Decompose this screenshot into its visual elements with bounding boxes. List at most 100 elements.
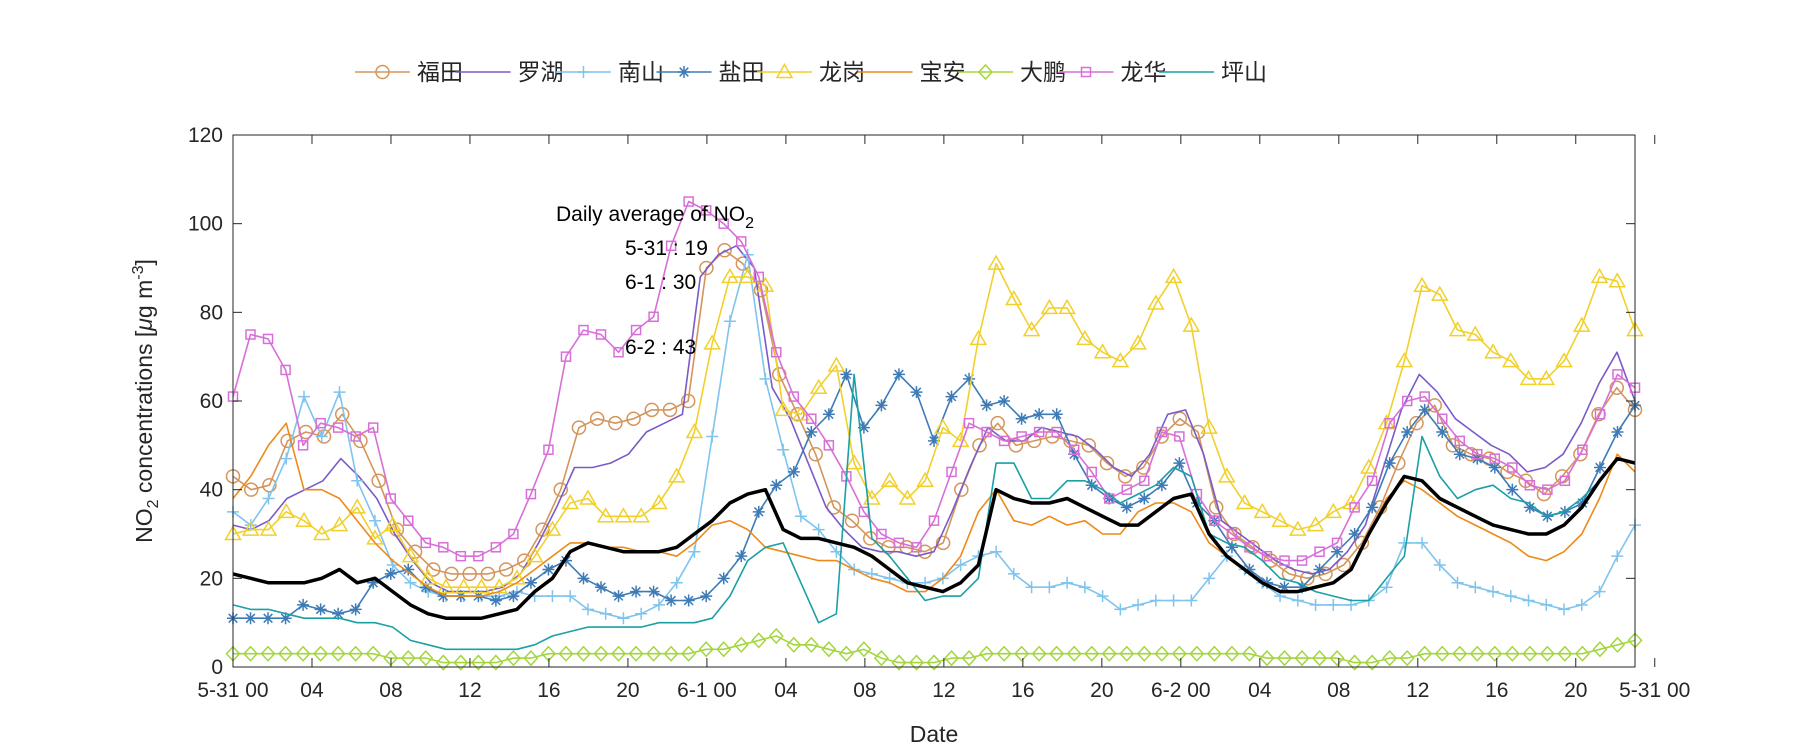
triangle-marker	[1040, 298, 1059, 315]
star-marker	[682, 594, 695, 607]
diamond-marker	[593, 645, 609, 662]
x-tick-label: 04	[774, 679, 798, 702]
plus-marker	[1611, 550, 1624, 563]
triangle-marker	[1430, 285, 1449, 301]
square-marker	[1594, 409, 1606, 420]
triangle-marker	[330, 516, 349, 532]
square-marker	[1156, 426, 1168, 438]
legend: 福田 罗湖 南山 盐田 龙岗 宝安 大鹏 龙华 坪山	[355, 60, 1267, 86]
diamond-marker	[558, 645, 574, 662]
diamond-marker	[1136, 645, 1152, 662]
diamond-marker	[1504, 645, 1520, 662]
triangle-marker	[774, 400, 792, 417]
plus-marker	[617, 612, 630, 625]
svg-text:NO2 concentrations [μg m-3]: NO2 concentrations [μg m-3]	[130, 259, 162, 543]
diamond-marker	[260, 645, 276, 662]
star-marker	[787, 465, 800, 478]
diamond-marker	[646, 645, 662, 662]
diamond-marker	[313, 645, 329, 662]
diamond-marker	[1154, 645, 1170, 662]
diamond-marker	[1522, 645, 1538, 662]
square-marker	[1139, 475, 1150, 487]
diamond-marker	[1592, 641, 1608, 658]
legend-label: 福田	[417, 60, 463, 86]
star-marker	[1313, 563, 1326, 576]
triangle-marker	[1147, 294, 1165, 310]
square-marker	[543, 444, 554, 456]
circle-marker	[426, 562, 441, 577]
plus-marker	[368, 514, 381, 527]
legend-label: 盐田	[719, 60, 765, 86]
square-marker	[648, 311, 659, 323]
square-marker	[332, 422, 344, 433]
triangle-marker	[721, 267, 739, 284]
square-marker	[297, 440, 309, 451]
star-marker	[1173, 457, 1186, 470]
plus-marker	[1114, 603, 1127, 616]
square-marker	[1279, 555, 1290, 566]
star-marker	[630, 585, 643, 598]
triangle-marker	[241, 520, 260, 536]
triangle-marker	[1235, 493, 1254, 510]
square-marker	[1261, 550, 1273, 562]
series-line	[232, 249, 1636, 580]
square-marker	[245, 329, 256, 340]
plus-marker	[1327, 598, 1340, 611]
triangle-marker	[1182, 316, 1201, 332]
star-marker	[1348, 528, 1361, 540]
diamond-marker	[365, 645, 381, 662]
star-marker	[595, 581, 608, 594]
triangle-marker	[738, 267, 757, 284]
star-marker	[297, 598, 310, 611]
triangle-marker	[792, 405, 810, 421]
diamond-marker	[786, 636, 802, 653]
star-marker	[577, 572, 590, 585]
x-tick-label: 12	[1406, 679, 1429, 702]
star-marker	[647, 585, 660, 598]
circle-marker	[280, 433, 295, 449]
star-marker	[822, 408, 835, 421]
series-line-7	[227, 196, 1641, 566]
diamond-marker	[1241, 645, 1257, 662]
plus-marker	[652, 598, 665, 611]
diamond-marker	[1487, 645, 1503, 662]
triangle-marker	[1342, 493, 1360, 510]
plus-marker	[1043, 581, 1056, 594]
circle-marker	[589, 411, 605, 426]
triangle-marker	[1501, 352, 1520, 368]
square-marker	[788, 391, 800, 402]
diamond-marker	[295, 645, 311, 662]
diamond-marker	[1364, 654, 1380, 671]
triangle-marker	[916, 471, 934, 488]
diamond-marker	[663, 645, 679, 662]
diamond-marker	[926, 654, 942, 671]
star-marker	[1593, 461, 1606, 474]
triangle-marker	[1129, 334, 1147, 350]
square-marker	[1559, 475, 1571, 487]
plus-marker	[1291, 594, 1304, 607]
plus-marker	[688, 545, 701, 558]
star-marker	[665, 594, 678, 607]
diamond-marker	[979, 645, 995, 662]
series-line-1	[232, 245, 1636, 593]
diamond-marker	[1347, 654, 1363, 671]
y-tick-label: 60	[200, 390, 223, 413]
triangle-marker	[1555, 352, 1573, 368]
x-tick-label: 6-2 00	[1151, 679, 1211, 702]
triangle-marker	[775, 62, 794, 79]
square-marker	[455, 550, 467, 562]
triangle-marker	[295, 511, 313, 527]
triangle-marker	[525, 547, 544, 563]
plus-marker	[1203, 572, 1216, 585]
star-marker	[524, 576, 537, 589]
star-marker	[542, 563, 555, 576]
triangle-marker	[1005, 290, 1023, 306]
square-marker	[893, 537, 905, 549]
legend-item: 龙岗	[757, 60, 865, 86]
diamond-marker	[611, 645, 627, 662]
annotation-line: 5-31 : 19	[625, 237, 708, 260]
star-marker	[1120, 501, 1133, 514]
series-line-6	[225, 627, 1643, 671]
square-marker	[525, 488, 537, 500]
x-tick-label: 20	[616, 679, 639, 702]
